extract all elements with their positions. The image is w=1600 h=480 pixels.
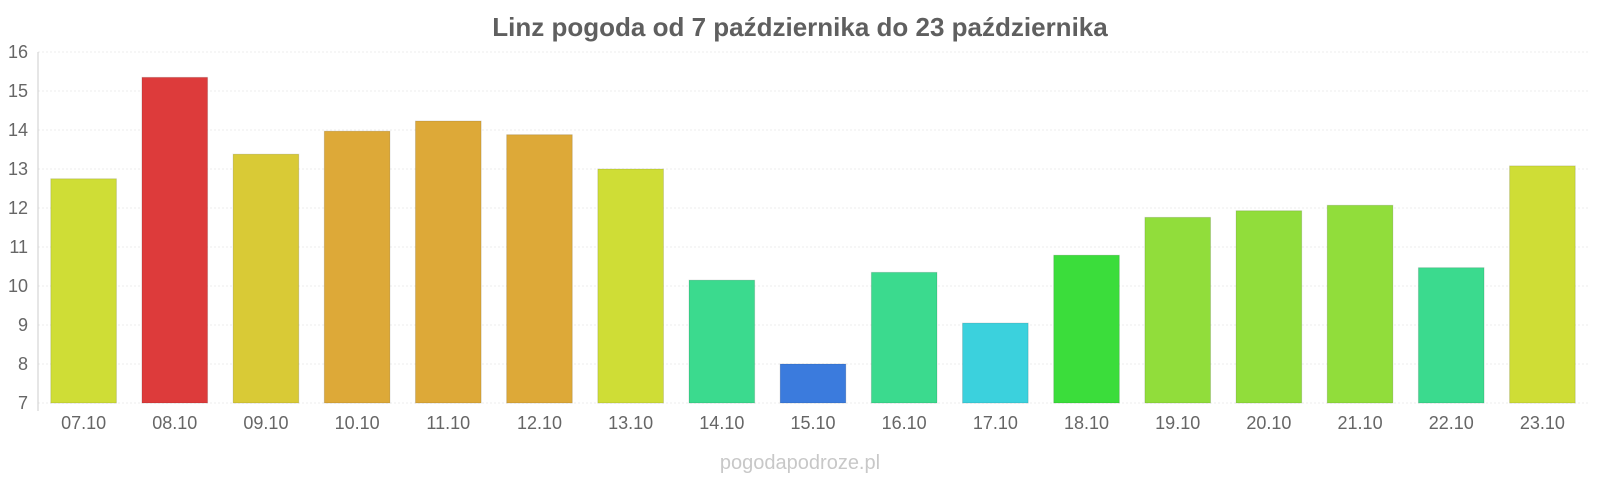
x-tick-label: 21.10 xyxy=(1338,413,1383,433)
x-tick-label: 07.10 xyxy=(61,413,106,433)
bar-20.10 xyxy=(1235,210,1303,404)
x-axis: 07.10 08.10 09.10 10.10 11.10 12.10 13.10 14.10… xyxy=(61,413,1565,433)
bar-13.10 xyxy=(597,168,664,404)
bar-11.10 xyxy=(414,120,482,404)
bar-15.10 xyxy=(779,363,847,404)
x-tick-label: 14.10 xyxy=(699,413,744,433)
y-tick-label: 12 xyxy=(8,198,28,218)
y-tick-label: 10 xyxy=(8,276,28,296)
y-axis: 7 8 9 10 11 12 13 14 15 16 xyxy=(8,42,39,413)
y-tick-label: 8 xyxy=(18,354,28,374)
x-tick-label: 08.10 xyxy=(152,413,197,433)
bar-23.10 xyxy=(1509,165,1576,404)
x-tick-label: 09.10 xyxy=(243,413,288,433)
x-tick-label: 19.10 xyxy=(1155,413,1200,433)
y-tick-label: 15 xyxy=(8,81,28,101)
y-tick-label: 11 xyxy=(9,237,28,257)
x-tick-label: 23.10 xyxy=(1520,413,1565,433)
bar-10.10 xyxy=(323,130,391,404)
x-tick-label: 17.10 xyxy=(973,413,1018,433)
bar-08.10 xyxy=(141,76,209,404)
bar-17.10 xyxy=(962,322,1029,404)
x-tick-label: 13.10 xyxy=(608,413,653,433)
y-tick-label: 14 xyxy=(8,120,28,140)
bar-14.10 xyxy=(688,279,756,404)
x-tick-label: 18.10 xyxy=(1064,413,1109,433)
y-tick-label: 13 xyxy=(8,159,28,179)
watermark: pogodapodroze.pl xyxy=(720,452,880,474)
y-tick-label: 9 xyxy=(18,315,28,335)
bar-22.10 xyxy=(1417,267,1485,404)
x-tick-label: 11.10 xyxy=(426,413,470,433)
bars xyxy=(50,76,1576,404)
bar-19.10 xyxy=(1144,216,1212,404)
bar-09.10 xyxy=(232,153,300,404)
x-tick-label: 12.10 xyxy=(517,413,562,433)
chart-title: Linz pogoda od 7 października do 23 paźd… xyxy=(492,12,1108,42)
x-tick-label: 20.10 xyxy=(1246,413,1291,433)
y-tick-label: 16 xyxy=(8,42,28,62)
x-tick-label: 10.10 xyxy=(335,413,380,433)
x-tick-label: 15.10 xyxy=(790,413,835,433)
x-tick-label: 16.10 xyxy=(882,413,927,433)
bar-16.10 xyxy=(870,271,938,404)
bar-21.10 xyxy=(1326,204,1394,404)
bar-12.10 xyxy=(506,134,573,404)
y-tick-label: 7 xyxy=(18,393,28,413)
bar-07.10 xyxy=(50,178,117,404)
x-tick-label: 22.10 xyxy=(1429,413,1474,433)
bar-18.10 xyxy=(1053,254,1120,404)
